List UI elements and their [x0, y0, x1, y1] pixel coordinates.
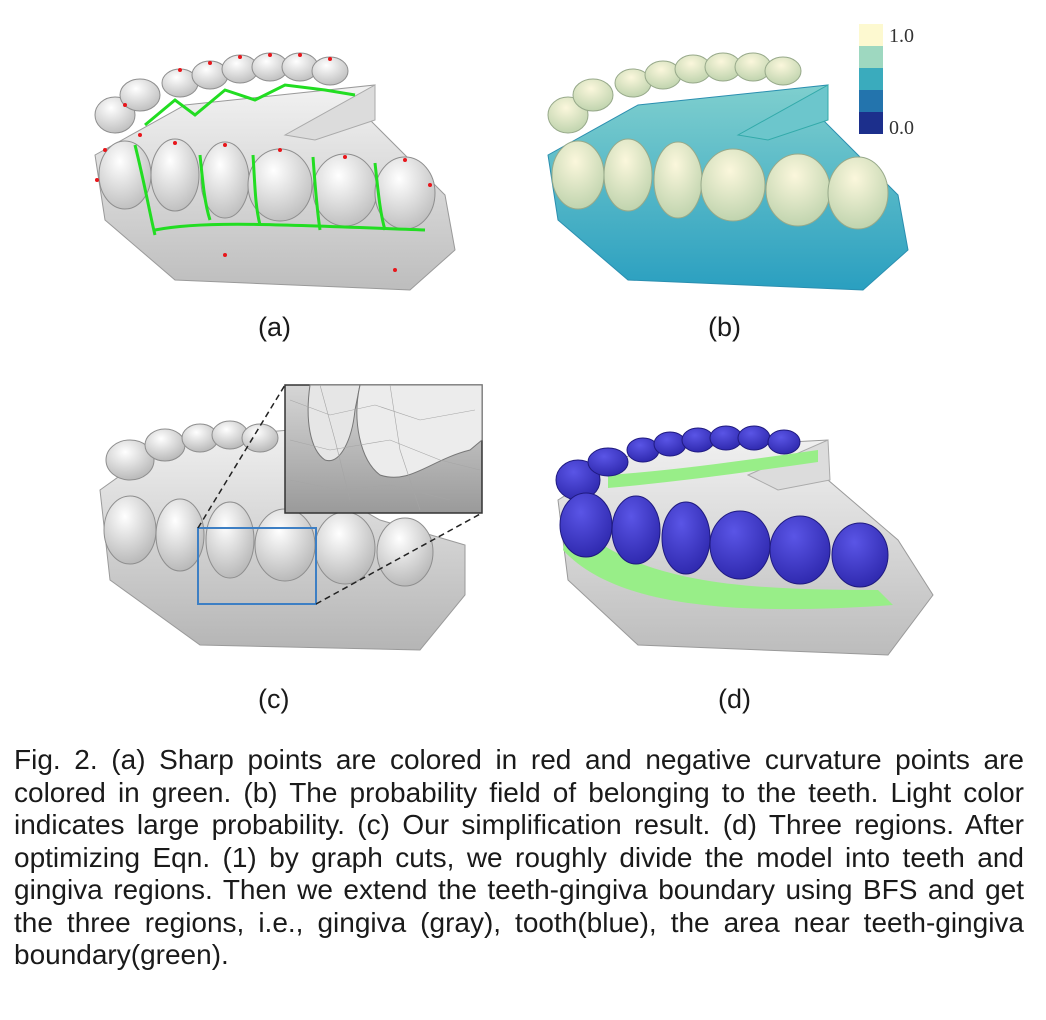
zoom-region-box — [197, 527, 317, 605]
dental-model-simplified — [99, 384, 483, 651]
panel-b — [538, 45, 938, 305]
colorbar-min-label: 0.0 — [889, 117, 914, 139]
panel-c-label: (c) — [258, 684, 290, 714]
probability-colorbar: 1.0 0.0 — [855, 22, 935, 142]
panel-a-label: (a) — [258, 312, 291, 342]
dental-model-sharp-points — [94, 52, 456, 291]
colorbar-swatch-4 — [859, 90, 883, 112]
panel-c — [90, 380, 510, 660]
dental-model-three-regions — [555, 425, 934, 656]
negative-curvature-lines — [133, 83, 426, 236]
panel-d-label: (d) — [718, 684, 751, 714]
colorbar-swatch-3 — [859, 68, 883, 90]
panel-d — [548, 420, 948, 660]
dental-model-probability — [547, 52, 909, 291]
zoom-inset — [284, 384, 483, 514]
colorbar-swatch-1 — [859, 24, 883, 46]
colorbar-swatch-2 — [859, 46, 883, 68]
colorbar-max-label: 1.0 — [889, 25, 914, 47]
sharp-points — [95, 53, 432, 272]
panel-b-label: (b) — [708, 312, 741, 342]
colorbar-swatch-5 — [859, 112, 883, 134]
panel-a — [85, 45, 485, 305]
figure-caption: Fig. 2. (a) Sharp points are colored in … — [14, 744, 1024, 970]
